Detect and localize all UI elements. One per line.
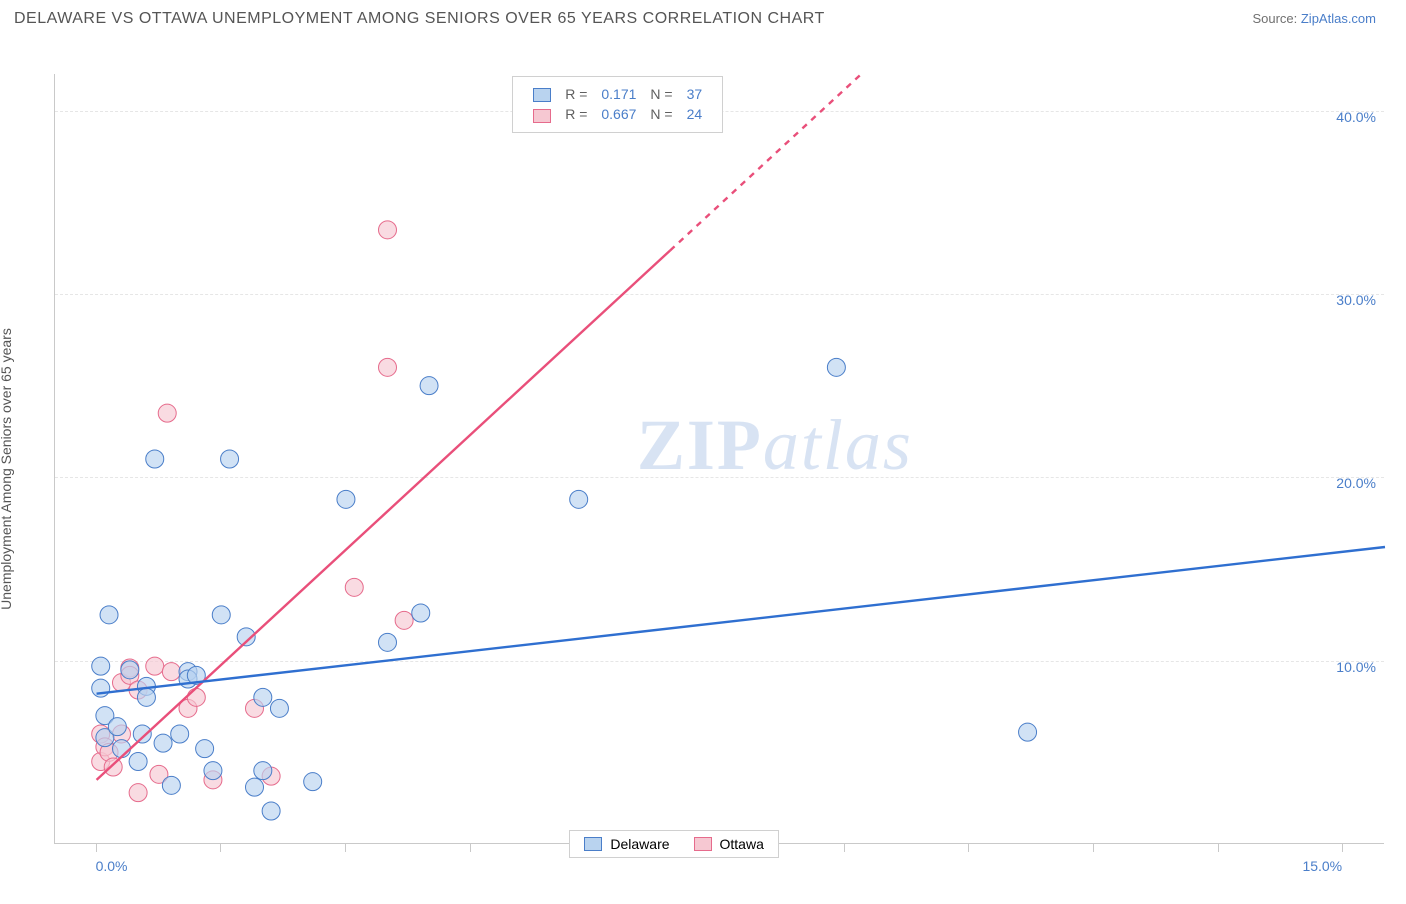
delaware-point	[162, 776, 180, 794]
delaware-point	[146, 450, 164, 468]
delaware-point	[270, 699, 288, 717]
delaware-point	[337, 490, 355, 508]
ottawa-point	[146, 657, 164, 675]
ottawa-point	[395, 611, 413, 629]
n-value: 37	[681, 85, 709, 103]
delaware-point	[570, 490, 588, 508]
x-tick-mark	[345, 844, 346, 852]
ottawa-point	[129, 784, 147, 802]
legend-swatch	[533, 88, 551, 102]
delaware-point	[221, 450, 239, 468]
delaware-point	[304, 773, 322, 791]
source-link[interactable]: ZipAtlas.com	[1301, 11, 1376, 26]
x-tick-label: 0.0%	[96, 858, 128, 874]
r-value: 0.171	[595, 85, 642, 103]
delaware-point	[204, 762, 222, 780]
ottawa-point	[379, 221, 397, 239]
delaware-point	[196, 740, 214, 758]
x-tick-mark	[968, 844, 969, 852]
delaware-point	[100, 606, 118, 624]
x-tick-mark	[96, 844, 97, 852]
chart-area: Unemployment Among Seniors over 65 years…	[14, 34, 1392, 904]
x-tick-mark	[1342, 844, 1343, 852]
delaware-point	[133, 725, 151, 743]
delaware-point	[412, 604, 430, 622]
delaware-point	[254, 762, 272, 780]
legend-item: Ottawa	[694, 836, 764, 852]
delaware-point	[137, 688, 155, 706]
r-label: R =	[559, 85, 593, 103]
legend-swatch	[584, 837, 602, 851]
plot-region: 10.0%20.0%30.0%40.0%ZIPatlasR =0.171N =3…	[54, 74, 1384, 844]
delaware-point	[246, 778, 264, 796]
x-tick-mark	[220, 844, 221, 852]
x-tick-mark	[1093, 844, 1094, 852]
ottawa-point	[187, 688, 205, 706]
correlation-legend: R =0.171N =37 R =0.667N =24	[512, 76, 723, 133]
y-axis-label: Unemployment Among Seniors over 65 years	[0, 328, 14, 610]
legend-label: Ottawa	[720, 836, 764, 852]
delaware-point	[92, 657, 110, 675]
delaware-trend-line	[97, 547, 1385, 694]
delaware-point	[262, 802, 280, 820]
n-label: N =	[644, 105, 678, 123]
legend-label: Delaware	[610, 836, 669, 852]
delaware-point	[121, 661, 139, 679]
chart-title: DELAWARE VS OTTAWA UNEMPLOYMENT AMONG SE…	[14, 10, 825, 28]
delaware-point	[420, 377, 438, 395]
n-label: N =	[644, 85, 678, 103]
ottawa-point	[345, 578, 363, 596]
r-value: 0.667	[595, 105, 642, 123]
delaware-point	[92, 679, 110, 697]
source-block: Source: ZipAtlas.com	[1252, 10, 1376, 28]
delaware-point	[129, 753, 147, 771]
legend-swatch	[694, 837, 712, 851]
delaware-point	[254, 688, 272, 706]
legend-swatch	[533, 109, 551, 123]
n-value: 24	[681, 105, 709, 123]
delaware-point	[171, 725, 189, 743]
x-tick-mark	[1218, 844, 1219, 852]
delaware-point	[379, 633, 397, 651]
delaware-point	[1019, 723, 1037, 741]
ottawa-point	[162, 663, 180, 681]
delaware-point	[154, 734, 172, 752]
ottawa-point	[379, 358, 397, 376]
x-tick-mark	[470, 844, 471, 852]
source-label: Source:	[1252, 11, 1300, 26]
delaware-point	[827, 358, 845, 376]
x-tick-label: 15.0%	[1302, 858, 1342, 874]
x-tick-mark	[844, 844, 845, 852]
delaware-point	[212, 606, 230, 624]
ottawa-trend-line	[97, 250, 671, 779]
series-legend: Delaware Ottawa	[569, 830, 779, 858]
delaware-point	[108, 718, 126, 736]
ottawa-point	[104, 758, 122, 776]
plot-svg	[55, 74, 1385, 844]
legend-item: Delaware	[584, 836, 669, 852]
r-label: R =	[559, 105, 593, 123]
ottawa-point	[158, 404, 176, 422]
delaware-point	[113, 740, 131, 758]
